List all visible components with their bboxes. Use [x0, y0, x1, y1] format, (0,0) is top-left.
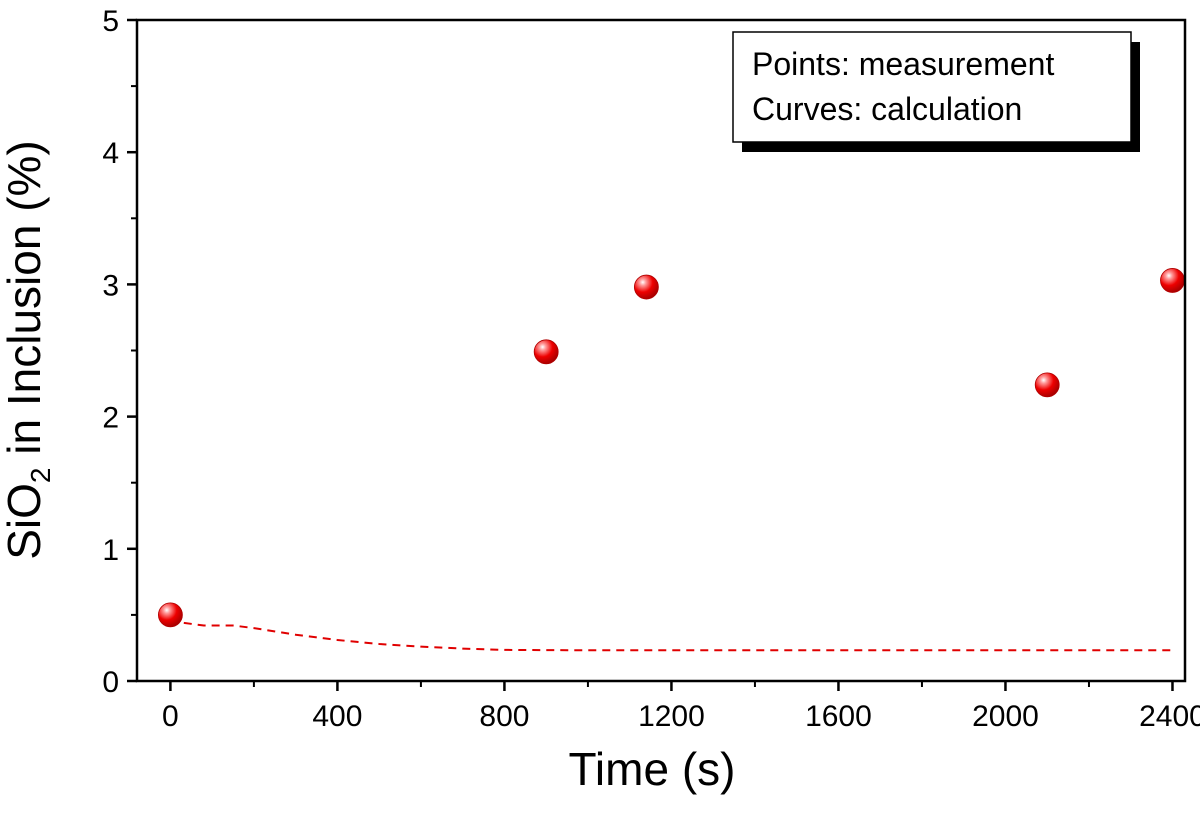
- measurement-point: [158, 602, 183, 628]
- legend-box: [732, 31, 1132, 143]
- y-axis-title: SiO2 in Inclusion (%): [0, 140, 56, 560]
- legend: Points: measurement Curves: calculation: [732, 31, 1140, 152]
- y-tick-label: 2: [102, 402, 119, 435]
- x-tick-label: 0: [162, 700, 179, 733]
- x-tick-label: 2000: [972, 700, 1039, 733]
- x-axis-title: Time (s): [569, 743, 736, 795]
- x-tick-label: 400: [312, 700, 362, 733]
- x-tick-label: 1600: [805, 700, 872, 733]
- y-tick-label: 1: [102, 534, 119, 567]
- y-axis-title-suffix: in Inclusion (%): [0, 140, 50, 467]
- y-tick-label: 0: [102, 666, 119, 699]
- calculated-curve: [170, 617, 1173, 652]
- curve-layer: [170, 617, 1173, 652]
- legend-line-1: Points: measurement: [752, 46, 1054, 82]
- x-axis-ticks: 0 400 800 1200 1600 2000 2400: [162, 681, 1200, 733]
- x-tick-label: 800: [479, 700, 529, 733]
- y-axis-ticks: 0 1 2 3 4 5: [102, 5, 137, 699]
- x-tick-label: 1200: [638, 700, 705, 733]
- y-tick-label: 4: [102, 137, 119, 170]
- y-tick-label: 3: [102, 269, 119, 302]
- measurement-point: [1160, 268, 1185, 293]
- x-tick-label: 2400: [1139, 700, 1200, 733]
- y-tick-label: 5: [102, 5, 119, 38]
- legend-line-2: Curves: calculation: [752, 91, 1022, 127]
- y-axis-title-main: SiO: [0, 483, 50, 560]
- y-axis-title-subscript: 2: [25, 467, 56, 483]
- measurement-point: [1034, 372, 1060, 398]
- measurement-point: [633, 274, 659, 300]
- measurement-point: [533, 339, 559, 365]
- point-layer: [158, 268, 1185, 628]
